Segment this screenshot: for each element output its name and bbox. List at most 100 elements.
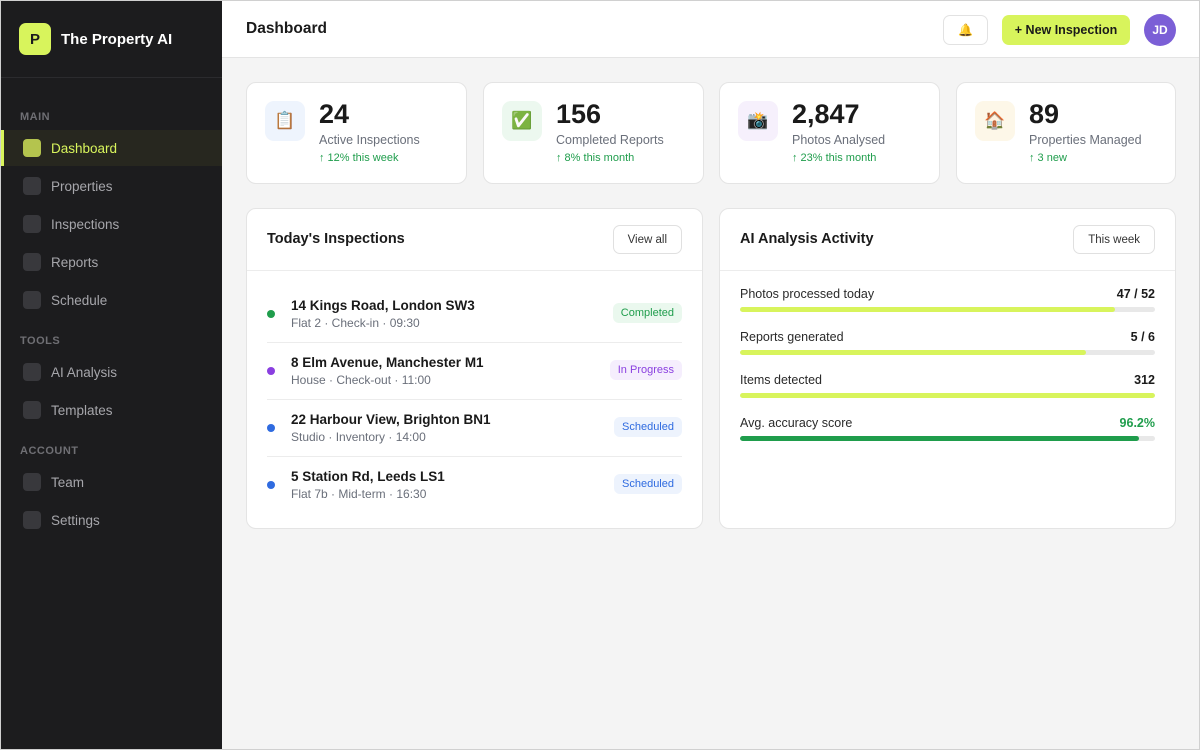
stat-value: 2,847 [792,99,860,129]
status-badge: Scheduled [614,417,682,437]
sidebar-item-label: Team [51,474,85,490]
dashboard-icon [23,139,41,157]
stat-value: 156 [556,99,602,129]
metric-value: 5 / 6 [1130,330,1155,344]
status-badge: Completed [612,303,682,323]
ai-analysis-icon [23,363,41,381]
progress-fill [740,393,1155,398]
sidebar-item-reports[interactable]: Reports [1,244,222,280]
notifications-button[interactable]: 🔔 [943,15,988,45]
stat-trend: ↑ 12% this week [319,152,399,164]
brand-name: The Property AI [61,30,173,48]
metric-reports-generated: Reports generated 5 / 6 [740,330,1155,370]
stat-label: Properties Managed [1029,133,1142,147]
inspection-address: 22 Harbour View, Brighton BN1 [291,412,491,427]
progress-track [740,307,1155,312]
progress-fill [740,307,1116,312]
status-dot [267,310,275,318]
clipboard-icon: 📋 [265,101,305,141]
metric-accuracy-score: Avg. accuracy score 96.2% [740,416,1155,456]
stat-label: Completed Reports [556,133,664,147]
stat-trend: ↑ 8% this month [556,152,635,164]
inspection-address: 5 Station Rd, Leeds LS1 [291,469,445,484]
inspection-row[interactable]: 8 Elm Avenue, Manchester M1 House · Chec… [267,343,682,400]
progress-fill [740,350,1086,355]
this-week-button[interactable]: This week [1073,225,1155,254]
inspections-icon [23,215,41,233]
metric-items-detected: Items detected 312 [740,373,1155,413]
stat-card-photos-analysed: 📸 2,847 Photos Analysed ↑ 23% this month [719,82,940,184]
inspection-row[interactable]: 22 Harbour View, Brighton BN1 Studio · I… [267,400,682,457]
reports-icon [23,253,41,271]
inspection-meta: Flat 2 · Check-in · 09:30 [291,316,420,330]
status-badge: In Progress [609,360,682,380]
sidebar-item-label: Inspections [51,216,120,232]
stat-card-completed-reports: ✅ 156 Completed Reports ↑ 8% this month [483,82,704,184]
page-title: Dashboard [246,20,327,37]
inspection-meta: Flat 7b · Mid-term · 16:30 [291,487,427,501]
progress-track [740,393,1155,398]
metric-photos-processed: Photos processed today 47 / 52 [740,287,1155,327]
section-label-tools: TOOLS [20,335,61,347]
house-icon: 🏠 [975,101,1015,141]
status-dot [267,481,275,489]
inspection-row[interactable]: 14 Kings Road, London SW3 Flat 2 · Check… [267,286,682,343]
stat-value: 24 [319,99,350,129]
sidebar-item-label: Dashboard [51,140,118,156]
inspection-meta: Studio · Inventory · 14:00 [291,430,426,444]
stat-label: Photos Analysed [792,133,886,147]
sidebar-item-properties[interactable]: Properties [1,168,222,204]
panel-title: AI Analysis Activity [740,231,874,247]
stat-card-properties-managed: 🏠 89 Properties Managed ↑ 3 new [956,82,1176,184]
schedule-icon [23,291,41,309]
inspection-address: 8 Elm Avenue, Manchester M1 [291,355,484,370]
sidebar-item-ai-analysis[interactable]: AI Analysis [1,354,222,390]
ai-analysis-activity-panel: AI Analysis Activity This week Photos pr… [719,208,1176,529]
metric-value: 96.2% [1119,416,1155,430]
brand[interactable]: P The Property AI [1,1,222,78]
inspection-address: 14 Kings Road, London SW3 [291,298,475,313]
top-header: Dashboard 🔔 + New Inspection JD [222,1,1199,58]
settings-icon [23,511,41,529]
status-dot [267,424,275,432]
templates-icon [23,401,41,419]
sidebar: P The Property AI MAIN Dashboard Propert… [1,1,222,749]
check-icon: ✅ [502,101,542,141]
avatar[interactable]: JD [1144,14,1176,46]
status-badge: Scheduled [614,474,682,494]
sidebar-item-schedule[interactable]: Schedule [1,282,222,318]
metric-value: 312 [1134,373,1155,387]
new-inspection-button[interactable]: + New Inspection [1002,15,1130,45]
team-icon [23,473,41,491]
metric-label: Photos processed today [740,287,875,301]
view-all-button[interactable]: View all [612,225,682,254]
inspection-meta: House · Check-out · 11:00 [291,373,431,387]
sidebar-item-dashboard[interactable]: Dashboard [1,130,222,166]
stat-label: Active Inspections [319,133,420,147]
panel-header: AI Analysis Activity This week [720,209,1175,271]
properties-icon [23,177,41,195]
sidebar-item-label: Settings [51,512,100,528]
inspection-row[interactable]: 5 Station Rd, Leeds LS1 Flat 7b · Mid-te… [267,457,682,514]
sidebar-item-label: Reports [51,254,99,270]
sidebar-item-label: Templates [51,402,113,418]
stat-trend: ↑ 23% this month [792,152,877,164]
progress-track [740,350,1155,355]
metric-label: Reports generated [740,330,844,344]
progress-fill [740,436,1140,441]
sidebar-item-label: AI Analysis [51,364,118,380]
sidebar-item-templates[interactable]: Templates [1,392,222,428]
bell-icon: 🔔 [958,23,973,37]
sidebar-item-settings[interactable]: Settings [1,502,222,538]
status-dot [267,367,275,375]
panel-header: Today's Inspections View all [247,209,702,271]
metric-label: Items detected [740,373,822,387]
sidebar-item-team[interactable]: Team [1,464,222,500]
logo: P [19,23,51,55]
section-label-account: ACCOUNT [20,445,79,457]
section-label-main: MAIN [20,111,51,123]
sidebar-item-label: Schedule [51,292,108,308]
metric-label: Avg. accuracy score [740,416,853,430]
sidebar-item-inspections[interactable]: Inspections [1,206,222,242]
